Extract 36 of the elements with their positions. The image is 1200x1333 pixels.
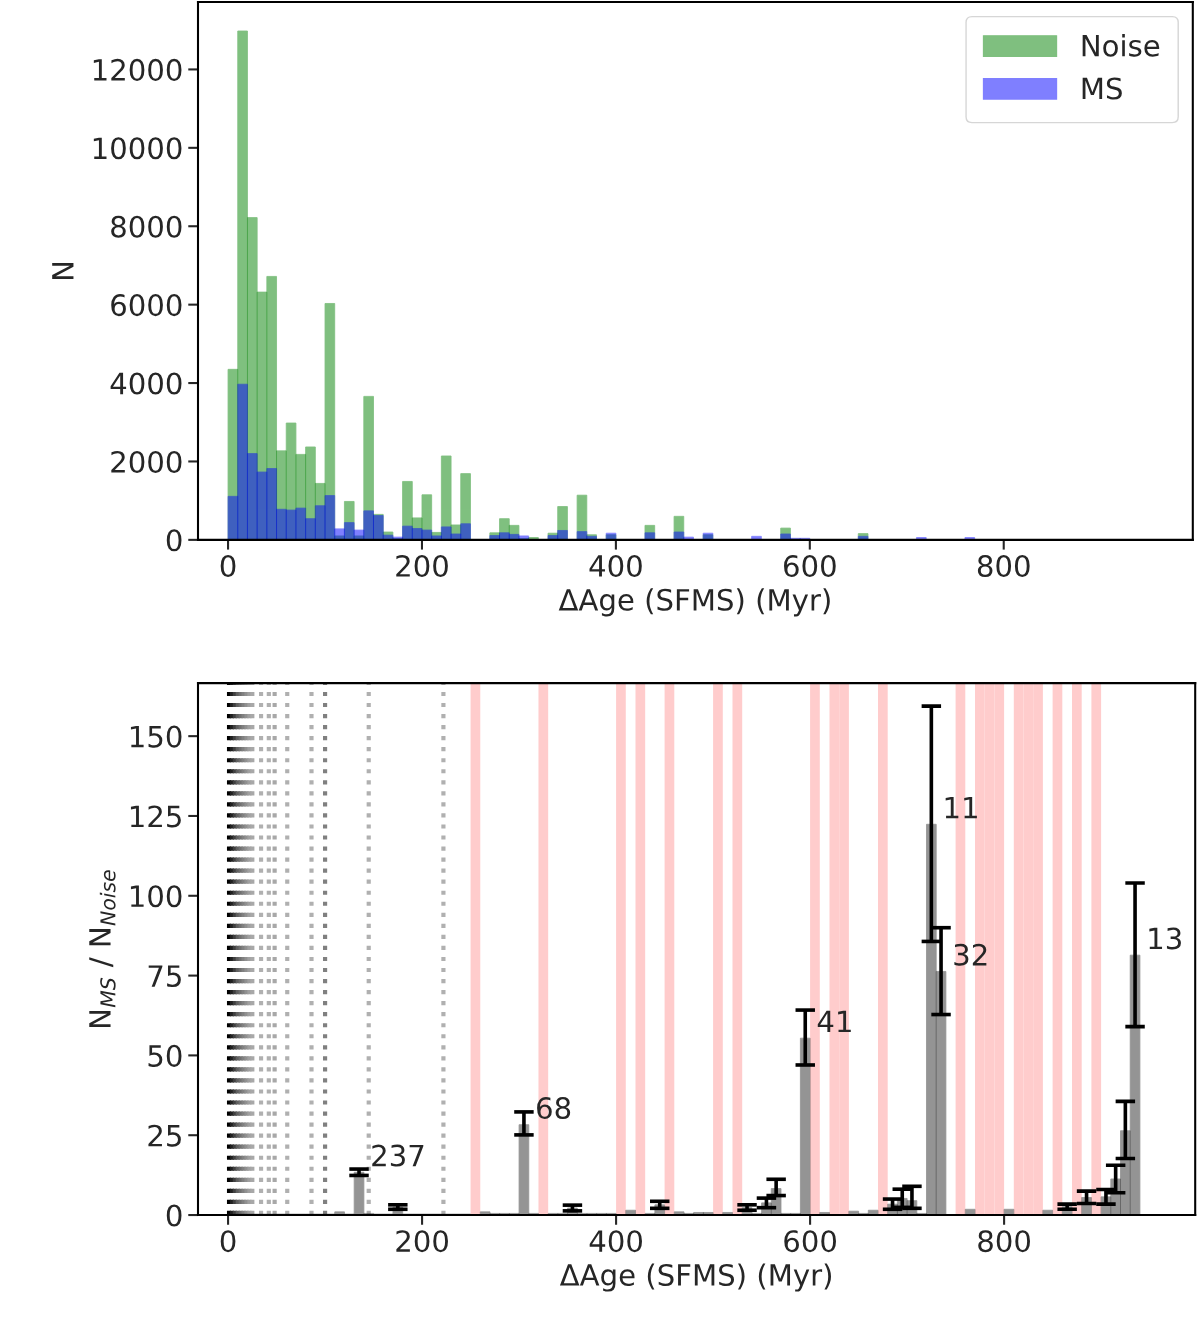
x-axis-title: ΔAge (SFMS) (Myr)	[559, 1263, 831, 1292]
y-tick-label: 150	[130, 725, 182, 748]
y-tick-label: 75	[148, 965, 181, 988]
x-tick-label: 600	[784, 554, 836, 578]
y-tick-label: 4000	[110, 372, 182, 395]
x-tick-label: 800	[977, 554, 1030, 578]
x-tick-label: 0	[220, 1230, 236, 1253]
annotation: 68	[537, 1096, 571, 1120]
annotation: 11	[945, 796, 977, 819]
x-tick-label: 400	[589, 554, 642, 578]
x-axis-title: ΔAge (SFMS) (Myr)	[558, 588, 830, 617]
y-tick-label: 50	[148, 1044, 182, 1067]
x-tick-label: 0	[220, 554, 236, 578]
y-tick-label: 2000	[111, 450, 182, 473]
y-tick-label: 12000	[93, 58, 182, 81]
annotation: 41	[817, 1010, 851, 1033]
y-axis-title: N$_{MS}$ / N$_{Noise}$	[89, 870, 116, 1028]
y-tick-label: 10000	[93, 137, 182, 160]
annotation: 237	[372, 1144, 424, 1167]
y-tick-label: 0	[166, 529, 182, 552]
y-tick-label: 0	[166, 1204, 182, 1227]
y-tick-label: 100	[130, 885, 182, 908]
y-tick-label: 125	[130, 805, 181, 828]
legend-label: MS	[1082, 77, 1122, 100]
x-tick-label: 800	[978, 1230, 1030, 1253]
y-tick-label: 8000	[111, 215, 182, 238]
x-tick-label: 200	[396, 554, 448, 578]
legend-label: Noise	[1082, 34, 1160, 57]
annotation: 13	[1149, 927, 1181, 950]
y-tick-label: 6000	[111, 294, 182, 317]
y-axis-title: N	[52, 262, 74, 279]
x-tick-label: 200	[396, 1230, 448, 1253]
annotation: 32	[954, 943, 987, 966]
x-tick-label: 600	[784, 1230, 836, 1253]
x-tick-label: 400	[589, 1230, 642, 1253]
y-tick-label: 25	[148, 1124, 181, 1147]
